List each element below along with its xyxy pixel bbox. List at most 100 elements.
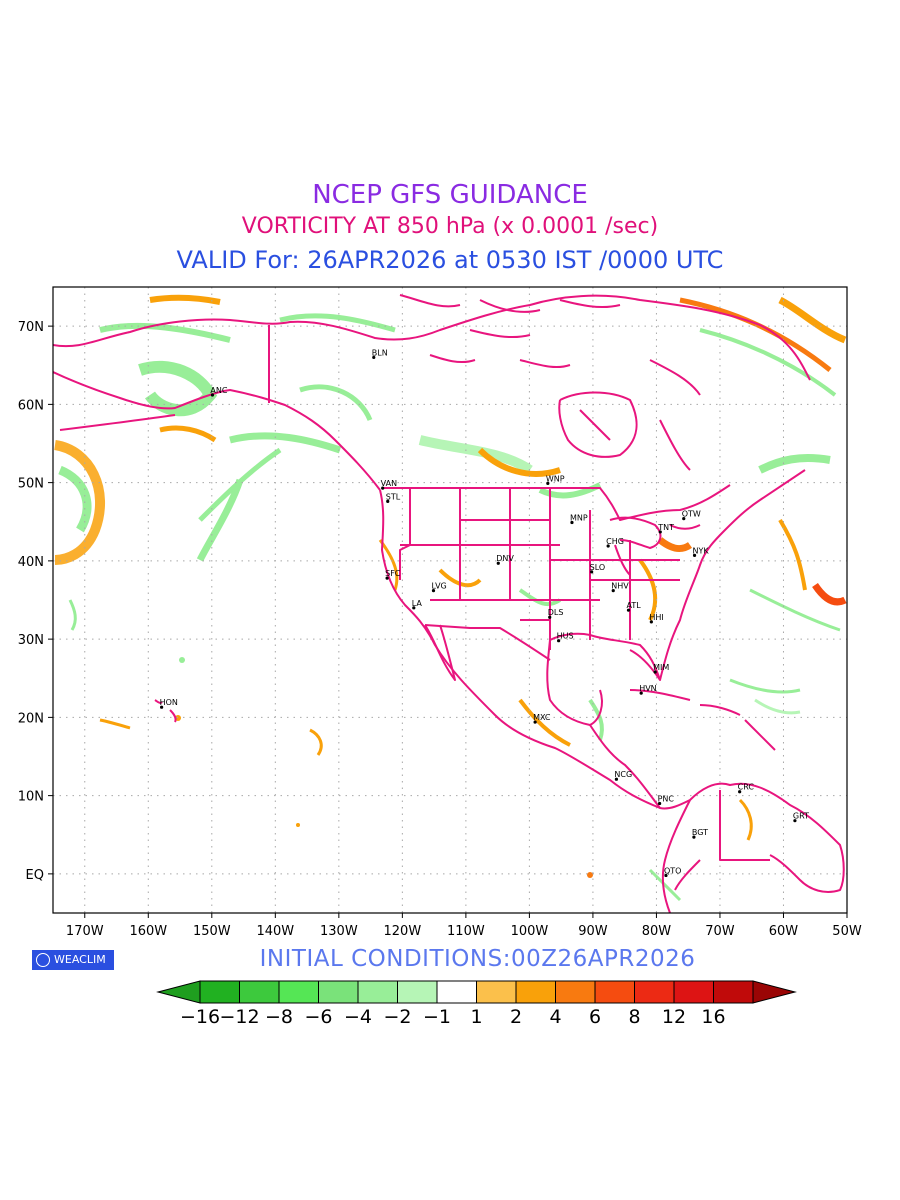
chart-title: NCEP GFS GUIDANCE <box>312 180 588 210</box>
colorbar-label: −1 <box>423 1006 451 1028</box>
map-axes: 170W 160W 150W 140W 130W 120W 110W 100W 90W 80W 70… <box>18 320 862 939</box>
colorbar-label: −6 <box>304 1006 332 1028</box>
y-tick-label: EQ <box>26 868 44 883</box>
city-marker <box>496 561 500 565</box>
city-label-nhv: NHV <box>611 582 629 591</box>
colorbar-arrow-high <box>752 980 797 1004</box>
colorbar-label: −16 <box>180 1006 220 1028</box>
city-label-hvn: HVN <box>639 684 656 693</box>
city-label-atl: ATL <box>626 601 641 610</box>
city-marker <box>533 720 537 724</box>
city-marker <box>385 576 389 580</box>
city-label-sfc: SFC <box>385 569 401 578</box>
city-marker <box>412 606 416 610</box>
chart-subtitle: VORTICITY AT 850 hPa (x 0.0001 /sec) <box>241 214 659 239</box>
initial-conditions: INITIAL CONDITIONS:00Z26APR2026 <box>259 946 696 972</box>
colorbar-swatch <box>318 980 359 1004</box>
colorbar-swatch <box>673 980 714 1004</box>
city-label-dls: DLS <box>548 608 564 617</box>
colorbar: −16 −12 −8 −6 −4 −2 −1 1 2 4 6 8 12 16 <box>156 980 797 1028</box>
city-label-pnc: PNC <box>658 794 675 803</box>
city-marker <box>386 499 390 504</box>
colorbar-label: 2 <box>510 1006 522 1028</box>
colorbar-label: 6 <box>589 1006 601 1028</box>
weaclim-badge: WEACLIM <box>32 950 114 970</box>
colorbar-label: −2 <box>383 1006 411 1028</box>
city-marker <box>548 615 552 619</box>
city-marker <box>692 553 697 557</box>
city-marker <box>626 608 631 612</box>
colorbar-label: 8 <box>628 1006 640 1028</box>
map-frame <box>52 286 848 914</box>
colorbar-label: 1 <box>470 1006 482 1028</box>
city-label-wnp: WNP <box>546 474 565 483</box>
colorbar-label: −8 <box>265 1006 293 1028</box>
city-marker <box>639 691 643 695</box>
x-tick-label: 60W <box>769 924 799 939</box>
city-marker <box>606 544 610 548</box>
x-tick-label: 50W <box>832 924 862 939</box>
y-tick-label: 40N <box>18 555 44 570</box>
city-label-hon: HON <box>160 698 178 707</box>
y-tick-label: 70N <box>18 320 44 335</box>
colorbar-swatch <box>357 980 398 1004</box>
city-label-lvg: LVG <box>431 582 446 591</box>
valid-time: VALID For: 26APR2026 at 0530 IST /0000 U… <box>176 246 724 274</box>
city-marker <box>546 481 550 486</box>
colorbar-swatch <box>594 980 635 1004</box>
city-label-hus: HUS <box>557 632 574 641</box>
city-marker <box>431 589 436 593</box>
city-label-hhi: HHI <box>649 613 663 622</box>
x-tick-label: 80W <box>642 924 672 939</box>
city-marker <box>614 777 619 781</box>
city-marker <box>590 570 594 574</box>
x-tick-label: 170W <box>66 924 104 939</box>
city-label-mnp: MNP <box>570 514 588 523</box>
colorbar-swatch <box>278 980 319 1004</box>
colorbar-swatch <box>239 980 280 1004</box>
colorbar-label: 16 <box>701 1006 725 1028</box>
city-labels: ANC BLN VAN STL WNP MNP OTW TNT CHG NYK DNV SLO SFC L… <box>160 348 809 878</box>
city-label-grt: GRT <box>793 812 809 821</box>
colorbar-swatch <box>199 980 240 1004</box>
city-label-ncg: NCG <box>614 770 632 779</box>
city-label-dnv: DNV <box>496 554 514 563</box>
y-tick-label: 50N <box>18 477 44 492</box>
city-marker <box>793 819 797 823</box>
city-marker <box>658 530 662 534</box>
x-tick-label: 150W <box>193 924 231 939</box>
city-marker <box>372 355 376 360</box>
x-tick-label: 130W <box>320 924 358 939</box>
city-marker <box>692 835 696 839</box>
city-label-mim: MIM <box>653 663 669 672</box>
coastlines-and-borders <box>53 294 845 913</box>
city-label-slo: SLO <box>590 563 606 572</box>
city-label-qto: QTO <box>664 866 681 875</box>
colorbar-swatch <box>436 980 477 1004</box>
city-marker <box>611 589 615 593</box>
y-tick-label: 30N <box>18 633 44 648</box>
x-tick-label: 70W <box>705 924 735 939</box>
city-marker <box>210 393 215 397</box>
y-tick-label: 10N <box>18 790 44 805</box>
city-marker <box>664 873 668 878</box>
colorbar-label: −12 <box>219 1006 259 1028</box>
vorticity-map: ANC BLN VAN STL WNP MNP OTW TNT CHG NYK DNV SLO SFC L… <box>18 286 862 939</box>
city-label-mxc: MXC <box>533 713 551 722</box>
x-tick-label: 90W <box>578 924 608 939</box>
colorbar-label: 4 <box>549 1006 561 1028</box>
city-label-stl: STL <box>386 492 401 501</box>
city-marker <box>658 801 662 806</box>
x-tick-label: 100W <box>511 924 549 939</box>
colorbar-arrow-low <box>156 980 201 1004</box>
city-label-anc: ANC <box>210 386 227 395</box>
colorbar-swatch <box>713 980 754 1004</box>
badge-label: WEACLIM <box>54 953 106 966</box>
city-marker <box>649 620 653 624</box>
city-marker <box>557 639 561 643</box>
city-marker <box>160 705 164 709</box>
city-label-bln: BLN <box>372 348 388 357</box>
city-marker <box>682 517 686 521</box>
city-label-chg: CHG <box>606 537 624 546</box>
city-label-tnt: TNT <box>657 523 674 532</box>
